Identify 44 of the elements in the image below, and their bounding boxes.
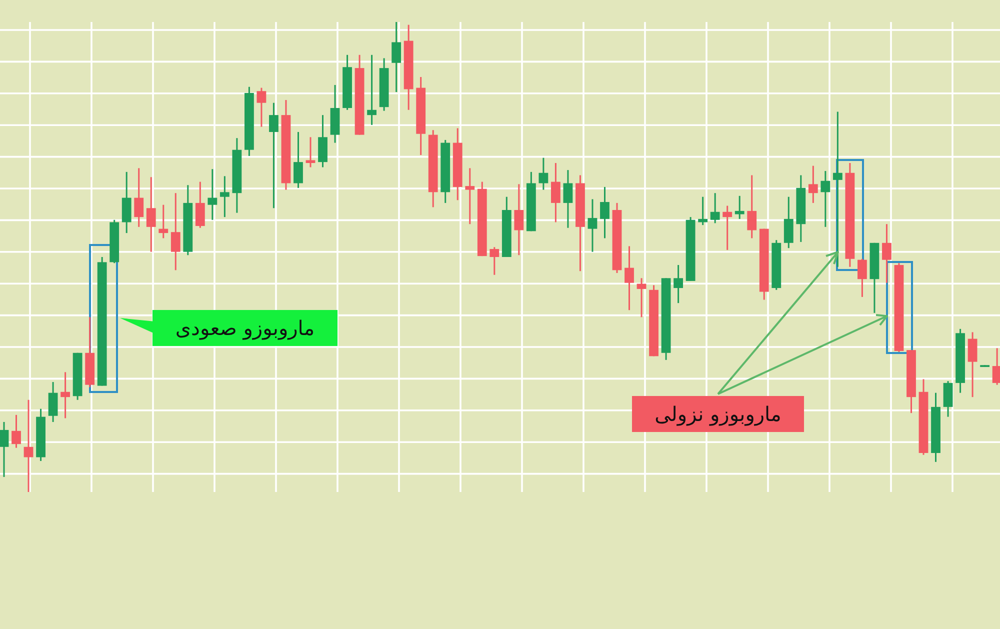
candlestick bbox=[674, 264, 683, 304]
candlestick bbox=[943, 380, 953, 418]
candlestick bbox=[208, 168, 218, 221]
candlestick bbox=[538, 157, 548, 191]
candlestick bbox=[12, 414, 21, 449]
candlestick bbox=[820, 170, 830, 228]
candlestick bbox=[808, 165, 818, 204]
annotation: ماروبوزو نزولی bbox=[654, 402, 782, 426]
candlestick bbox=[392, 21, 402, 93]
candlestick bbox=[146, 176, 156, 253]
candlestick bbox=[490, 246, 500, 276]
candlestick bbox=[563, 169, 573, 229]
candlestick bbox=[858, 258, 867, 298]
candlestick bbox=[269, 102, 278, 209]
annotation: ماروبوزو صعودی bbox=[175, 316, 315, 340]
candlestick bbox=[624, 245, 634, 311]
candlestick bbox=[722, 205, 732, 251]
candlestick bbox=[747, 174, 757, 239]
candlestick bbox=[24, 399, 34, 493]
candlestick bbox=[294, 131, 303, 189]
candlestick bbox=[465, 167, 475, 225]
candlestick bbox=[367, 54, 376, 126]
candlestick bbox=[170, 192, 180, 271]
candlestick bbox=[600, 186, 610, 239]
candlestick bbox=[0, 421, 9, 478]
candlestick bbox=[734, 195, 744, 220]
candlestick bbox=[710, 192, 720, 224]
candlestick bbox=[158, 204, 168, 239]
candlestick bbox=[220, 175, 230, 218]
candlestick bbox=[882, 223, 892, 284]
candlestick bbox=[698, 196, 708, 226]
candlestick bbox=[636, 277, 646, 318]
candlestick bbox=[306, 136, 316, 168]
candlestick bbox=[784, 196, 794, 249]
candlestick bbox=[134, 167, 144, 228]
candlestick bbox=[968, 331, 978, 398]
candlestick bbox=[832, 111, 842, 268]
candlestick bbox=[48, 381, 58, 423]
candlestick bbox=[588, 198, 598, 253]
candlestick bbox=[551, 162, 560, 223]
candlestick bbox=[514, 183, 524, 256]
candlestick bbox=[256, 87, 266, 128]
candlestick bbox=[195, 181, 205, 229]
candlestick bbox=[60, 371, 70, 419]
